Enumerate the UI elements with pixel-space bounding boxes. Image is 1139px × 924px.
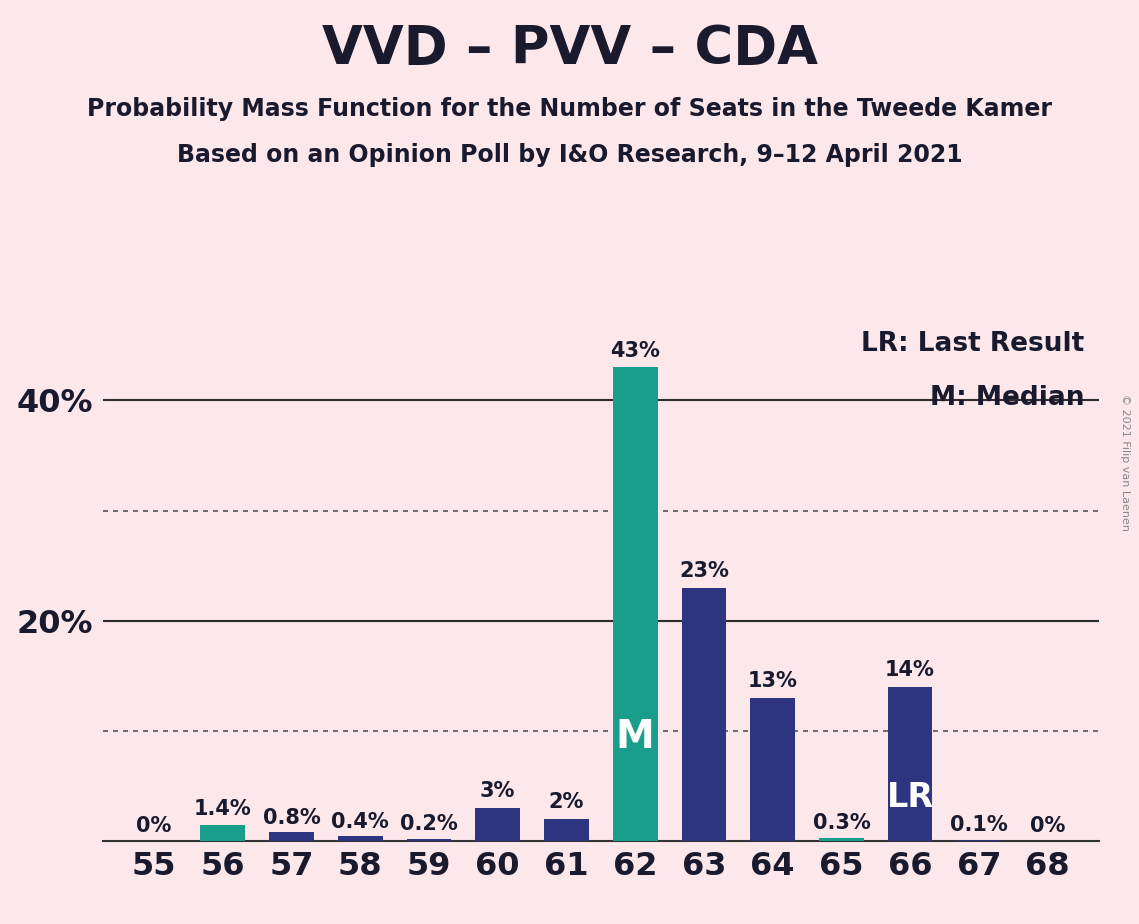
Text: M: M bbox=[616, 718, 655, 756]
Bar bbox=[269, 832, 314, 841]
Text: 1.4%: 1.4% bbox=[194, 799, 252, 819]
Bar bbox=[475, 808, 521, 841]
Text: 0.3%: 0.3% bbox=[812, 813, 870, 833]
Text: 0.2%: 0.2% bbox=[400, 814, 458, 834]
Text: 2%: 2% bbox=[549, 792, 584, 812]
Bar bbox=[957, 840, 1001, 841]
Text: 3%: 3% bbox=[480, 781, 516, 801]
Text: VVD – PVV – CDA: VVD – PVV – CDA bbox=[321, 23, 818, 75]
Bar bbox=[338, 836, 383, 841]
Bar bbox=[200, 825, 245, 841]
Text: 0.8%: 0.8% bbox=[263, 808, 320, 828]
Text: 0%: 0% bbox=[1030, 817, 1065, 836]
Text: Based on an Opinion Poll by I&O Research, 9–12 April 2021: Based on an Opinion Poll by I&O Research… bbox=[177, 143, 962, 167]
Text: LR: Last Result: LR: Last Result bbox=[861, 331, 1084, 358]
Text: 43%: 43% bbox=[611, 341, 661, 361]
Bar bbox=[819, 837, 863, 841]
Text: M: Median: M: Median bbox=[929, 385, 1084, 411]
Text: 0%: 0% bbox=[137, 817, 172, 836]
Text: 0.4%: 0.4% bbox=[331, 812, 390, 832]
Bar bbox=[681, 588, 727, 841]
Bar bbox=[887, 687, 933, 841]
Bar bbox=[544, 819, 589, 841]
Text: LR: LR bbox=[886, 781, 934, 814]
Text: Probability Mass Function for the Number of Seats in the Tweede Kamer: Probability Mass Function for the Number… bbox=[87, 97, 1052, 121]
Bar bbox=[407, 839, 451, 841]
Text: 13%: 13% bbox=[747, 671, 797, 691]
Bar bbox=[751, 698, 795, 841]
Text: 0.1%: 0.1% bbox=[950, 815, 1008, 835]
Text: 14%: 14% bbox=[885, 660, 935, 680]
Text: 23%: 23% bbox=[679, 561, 729, 581]
Bar bbox=[613, 368, 657, 841]
Text: © 2021 Filip van Laenen: © 2021 Filip van Laenen bbox=[1120, 394, 1130, 530]
